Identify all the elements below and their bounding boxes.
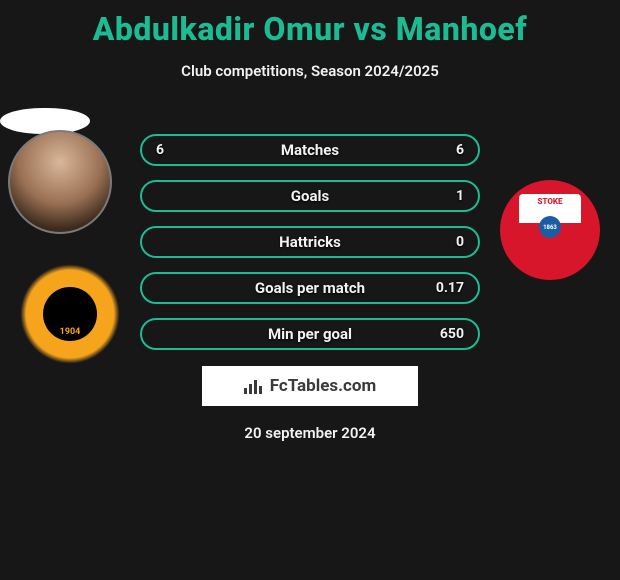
stat-row: Min per goal 650 xyxy=(140,318,480,350)
branding-text: FcTables.com xyxy=(270,376,376,396)
subtitle: Club competitions, Season 2024/2025 xyxy=(0,62,620,80)
stat-right-value: 0 xyxy=(456,234,464,250)
stat-right-value: 6 xyxy=(456,142,464,158)
stat-right-value: 0.17 xyxy=(436,280,464,296)
club-right-logo: STOKE 1863 xyxy=(500,180,600,280)
player-left-avatar xyxy=(8,130,112,234)
club-right-top-text: STOKE xyxy=(538,197,563,206)
branding-chart-icon xyxy=(244,378,264,394)
stat-label: Goals per match xyxy=(255,279,365,297)
stat-label: Min per goal xyxy=(268,325,352,343)
stat-row: 6 Matches 6 xyxy=(140,134,480,166)
club-right-shield: STOKE 1863 xyxy=(519,194,581,266)
stat-row: Goals per match 0.17 xyxy=(140,272,480,304)
stat-label: Goals xyxy=(291,187,329,205)
stat-label: Matches xyxy=(281,141,339,159)
comparison-content: 1904 STOKE 1863 6 Matches 6 Goals 1 Hatt… xyxy=(0,108,620,442)
stat-left-value: 6 xyxy=(156,142,164,158)
stat-row: Hattricks 0 xyxy=(140,226,480,258)
club-left-logo: 1904 xyxy=(20,264,120,364)
stat-label: Hattricks xyxy=(279,233,341,251)
date-text: 20 september 2024 xyxy=(0,424,620,442)
stat-right-value: 1 xyxy=(456,188,464,204)
stats-container: 6 Matches 6 Goals 1 Hattricks 0 Goals pe… xyxy=(140,134,480,350)
page-title: Abdulkadir Omur vs Manhoef xyxy=(0,0,620,48)
stat-row: Goals 1 xyxy=(140,180,480,212)
club-left-year: 1904 xyxy=(43,287,97,341)
player-right-avatar xyxy=(0,108,90,134)
branding-box: FcTables.com xyxy=(202,366,418,406)
stat-right-value: 650 xyxy=(440,326,464,342)
club-right-since: 1863 xyxy=(539,216,561,238)
